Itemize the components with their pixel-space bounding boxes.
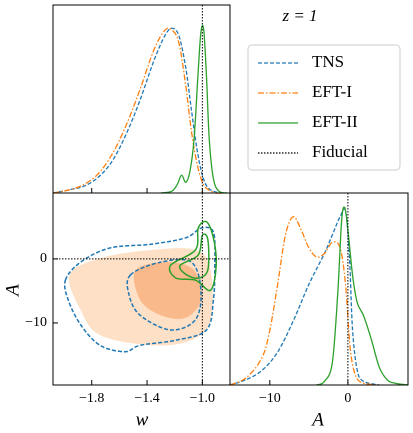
y-axis-label: A [2, 284, 23, 298]
legend-label: Fiducial [312, 142, 368, 161]
y-tick-label: −10 [25, 315, 47, 330]
annotation: z = 1 [281, 6, 317, 25]
density-line [229, 216, 380, 386]
density-line [160, 24, 228, 194]
contour [126, 258, 202, 331]
frame [229, 192, 409, 386]
legend-label: EFT-II [312, 112, 358, 131]
contour [178, 233, 210, 280]
x-tick-label: −1.4 [134, 391, 159, 406]
y-tick-label: 0 [40, 251, 47, 266]
x-tick-label: −10 [259, 391, 281, 406]
x-axis-label: w [136, 409, 149, 430]
contour [168, 220, 218, 292]
x-tick-label: −1.0 [190, 391, 215, 406]
legend-box [247, 44, 401, 171]
x-tick-label: −1.8 [79, 391, 104, 406]
legend-label: TNS [312, 52, 344, 71]
density-line [229, 208, 380, 386]
density-line [52, 27, 224, 194]
density-line [316, 206, 409, 386]
x-tick-label: 0 [344, 391, 351, 406]
x-axis-label: A [310, 409, 324, 430]
contour [63, 226, 216, 353]
contour [133, 262, 202, 319]
legend-label: EFT-I [312, 82, 352, 101]
density-line [52, 27, 224, 194]
